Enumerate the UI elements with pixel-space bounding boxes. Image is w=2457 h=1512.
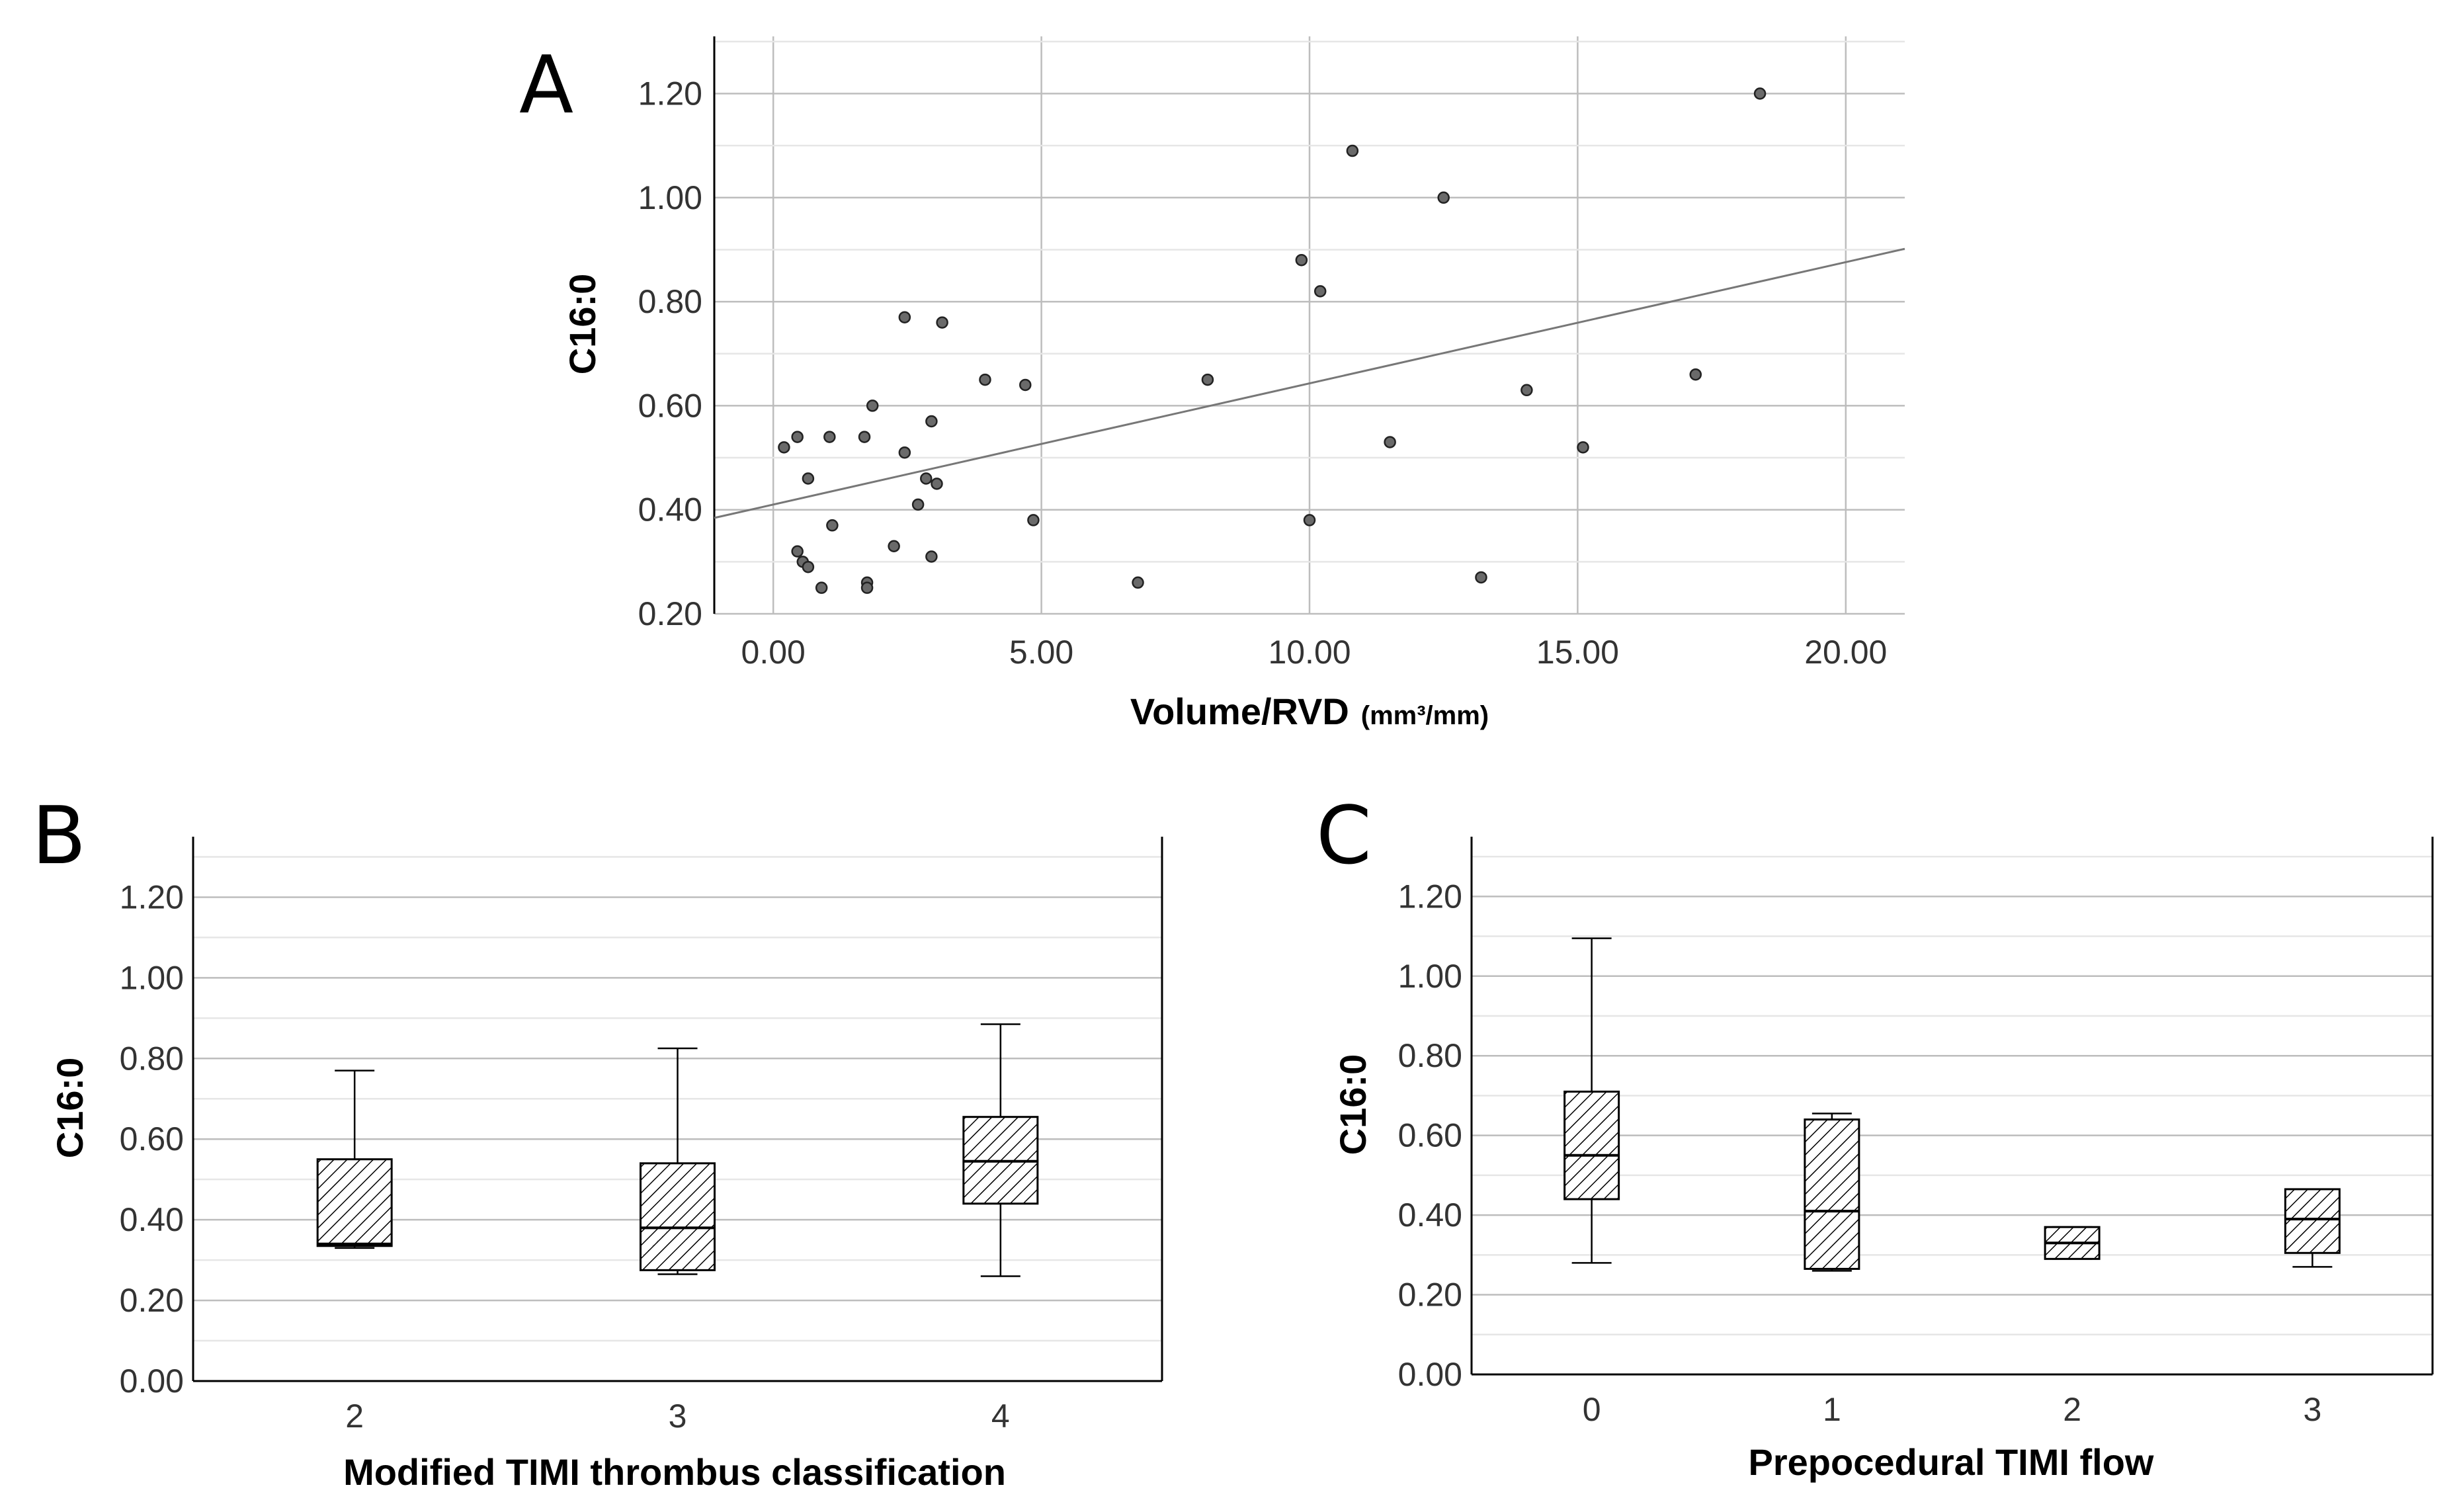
x-tick-label: 5.00 (1009, 634, 1073, 671)
data-point (791, 545, 804, 558)
x-tick-label: 0 (1583, 1391, 1601, 1428)
data-point (898, 311, 911, 323)
y-tick-label: 0.80 (638, 283, 702, 320)
box-iqr (1804, 1118, 1860, 1270)
data-point (826, 519, 839, 532)
x-axis-unit: (mm³/mm) (1361, 701, 1489, 730)
panel-label-c: C (1316, 790, 1372, 882)
box-iqr (1563, 1090, 1620, 1200)
x-tick-label: 20.00 (1804, 634, 1887, 671)
data-point (1295, 253, 1308, 267)
data-point (925, 415, 938, 428)
y-tick-label: 1.00 (638, 179, 702, 216)
data-point (1132, 576, 1144, 589)
data-point (778, 441, 790, 454)
data-point (979, 373, 991, 386)
y-tick-label: 0.40 (120, 1201, 184, 1238)
y-axis-title: C16:0 (1332, 1054, 1374, 1155)
y-tick-label: 0.60 (638, 387, 702, 424)
x-axis-title: Modified TIMI thrombus classification (343, 1451, 1006, 1493)
y-tick-label: 0.20 (1398, 1277, 1462, 1314)
y-tick-label: 0.20 (120, 1282, 184, 1319)
y-tick-label: 0.00 (120, 1363, 184, 1400)
x-tick-label: 2 (2063, 1391, 2081, 1428)
data-point (925, 550, 938, 563)
x-axis-title-main: Volume/RVD (1130, 691, 1349, 732)
data-point (1019, 378, 1032, 392)
x-tick-label: 15.00 (1536, 634, 1619, 671)
data-point (936, 316, 948, 329)
x-tick-label: 3 (669, 1398, 687, 1435)
y-tick-label: 0.60 (1398, 1117, 1462, 1154)
y-axis-title: C16:0 (562, 274, 603, 375)
data-point (1303, 514, 1316, 526)
data-point (1475, 571, 1487, 584)
x-tick-label: 0.00 (741, 634, 806, 671)
x-tick-label: 3 (2303, 1391, 2321, 1428)
boxplot-chart-b: 0.00 0.20 0.40 0.60 0.80 1.00 1.20 2 3 4 Modified … (49, 837, 1163, 1493)
data-point (1577, 441, 1589, 454)
x-axis-title: Volume/RVD (mm³/mm) (1130, 691, 1489, 732)
data-point (1753, 87, 1767, 100)
y-tick-label: 0.60 (120, 1120, 184, 1157)
y-tick-label: 0.80 (120, 1040, 184, 1077)
y-tick-label: 0.00 (1398, 1356, 1462, 1393)
x-tick-label: 10.00 (1268, 634, 1351, 671)
y-tick-label: 1.00 (1398, 958, 1462, 995)
data-point (791, 431, 804, 443)
data-point (823, 431, 836, 443)
data-point (802, 472, 815, 485)
y-tick-label: 0.40 (638, 491, 702, 528)
data-point (1313, 285, 1327, 298)
x-tick-label: 1 (1823, 1391, 1841, 1428)
panel-label-a: A (519, 40, 573, 132)
x-axis-title: Prepocedural TIMI flow (1749, 1441, 2154, 1483)
data-point (858, 431, 871, 443)
data-point (802, 560, 815, 573)
scatter-chart-a: 0.00 5.00 10.00 15.00 20.00 0.20 0.40 0.60 0.80 1… (562, 36, 1905, 732)
box-iqr (640, 1162, 716, 1271)
data-point (911, 498, 925, 511)
data-point (1437, 191, 1450, 204)
y-axis-title: C16:0 (49, 1058, 91, 1159)
x-tick-label: 4 (991, 1398, 1010, 1435)
data-point (888, 540, 900, 553)
data-point (1201, 373, 1214, 386)
x-tick-label: 2 (345, 1398, 364, 1435)
y-tick-label: 1.00 (120, 959, 184, 996)
data-point (1027, 514, 1040, 526)
y-tick-label: 1.20 (1398, 878, 1462, 915)
data-point (1384, 436, 1396, 448)
data-point (860, 581, 874, 594)
panel-label-b: B (32, 790, 86, 882)
y-tick-label: 0.40 (1398, 1197, 1462, 1234)
data-point (815, 581, 828, 594)
regression-line (714, 247, 1905, 519)
y-tick-label: 1.20 (120, 878, 184, 915)
box-iqr (316, 1158, 393, 1247)
data-point (920, 472, 933, 485)
data-point (1346, 144, 1359, 157)
y-tick-label: 0.80 (1398, 1037, 1462, 1074)
data-point (931, 478, 943, 490)
box-iqr (2284, 1188, 2341, 1254)
y-tick-label: 1.20 (638, 75, 702, 112)
data-point (1520, 384, 1533, 397)
data-point (1689, 368, 1702, 381)
y-tick-label: 0.20 (638, 595, 702, 632)
boxplot-chart-c: 0.00 0.20 0.40 0.60 0.80 1.00 1.20 0 1 2 3 Prepoced… (1332, 837, 2434, 1483)
data-point (866, 399, 879, 412)
data-point (898, 446, 911, 459)
